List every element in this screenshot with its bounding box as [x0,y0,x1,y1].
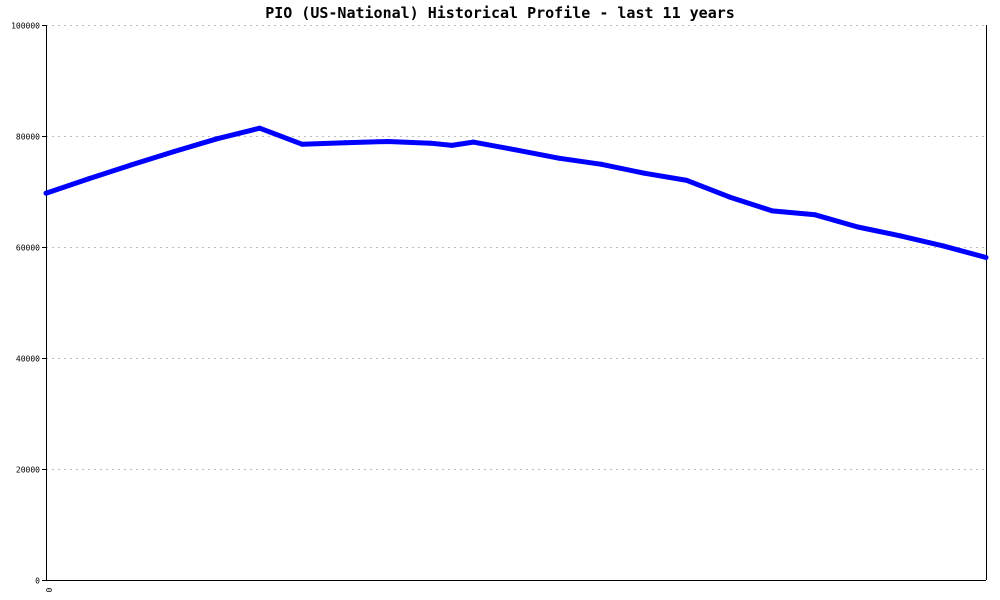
data-point [855,224,861,230]
data-point [171,149,177,154]
data-point [299,141,305,147]
data-point [598,161,604,167]
y-tick-label: 100000 [11,22,40,31]
y-tick-label: 80000 [16,133,40,142]
data-point [257,125,263,131]
data-point [812,212,818,218]
data-point [983,255,989,260]
axes: 0 20000 40000 60000 80000 100000 0 [11,22,987,593]
data-point [470,139,476,145]
data-point [940,243,946,249]
data-point [769,208,775,214]
data-point [214,136,220,142]
data-point [428,140,434,146]
y-tick-label: 20000 [16,466,40,475]
data-point [556,155,562,161]
chart-title: PIO (US-National) Historical Profile - l… [265,4,735,22]
data-point [641,170,647,176]
y-tick-label: 0 [35,577,40,586]
series-line [45,125,987,260]
data-point [128,162,134,168]
x-tick-label: 0 [44,588,53,593]
data-point [449,142,455,148]
data-point [385,139,391,144]
data-point [684,177,690,183]
y-tick-label: 60000 [16,244,40,253]
data-point [86,176,92,182]
data-point [898,233,904,239]
series-layer [43,125,989,260]
data-point [513,147,519,153]
grid [46,25,986,470]
data-point [43,190,49,196]
y-tick-label: 40000 [16,355,40,364]
data-point [342,140,348,146]
data-point [727,194,733,200]
